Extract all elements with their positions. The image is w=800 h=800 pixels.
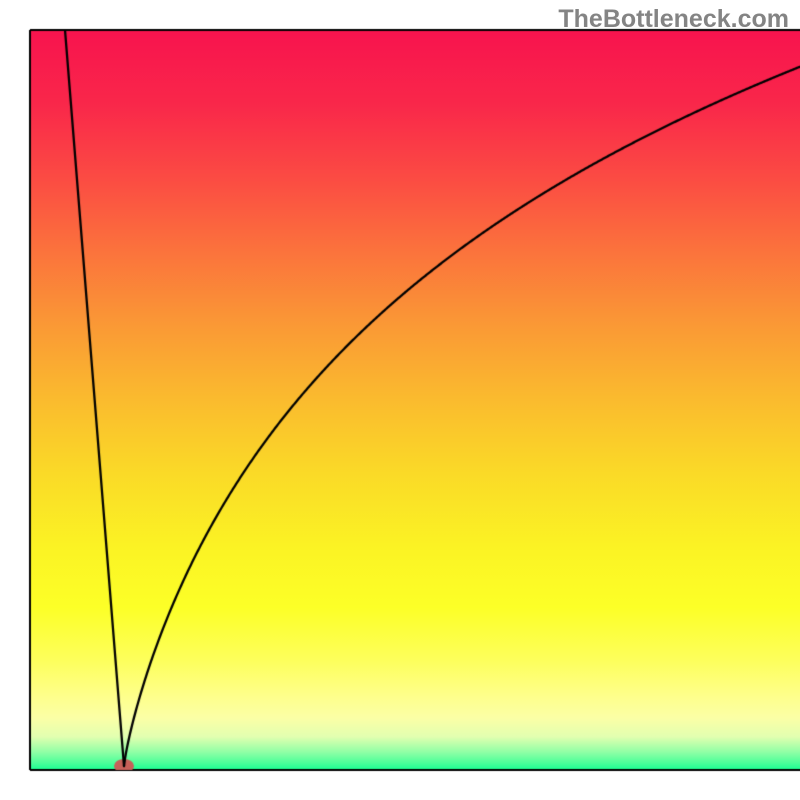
chart-container: TheBottleneck.com xyxy=(0,0,800,800)
watermark-text: TheBottleneck.com xyxy=(558,5,789,34)
curve-canvas xyxy=(0,0,800,800)
